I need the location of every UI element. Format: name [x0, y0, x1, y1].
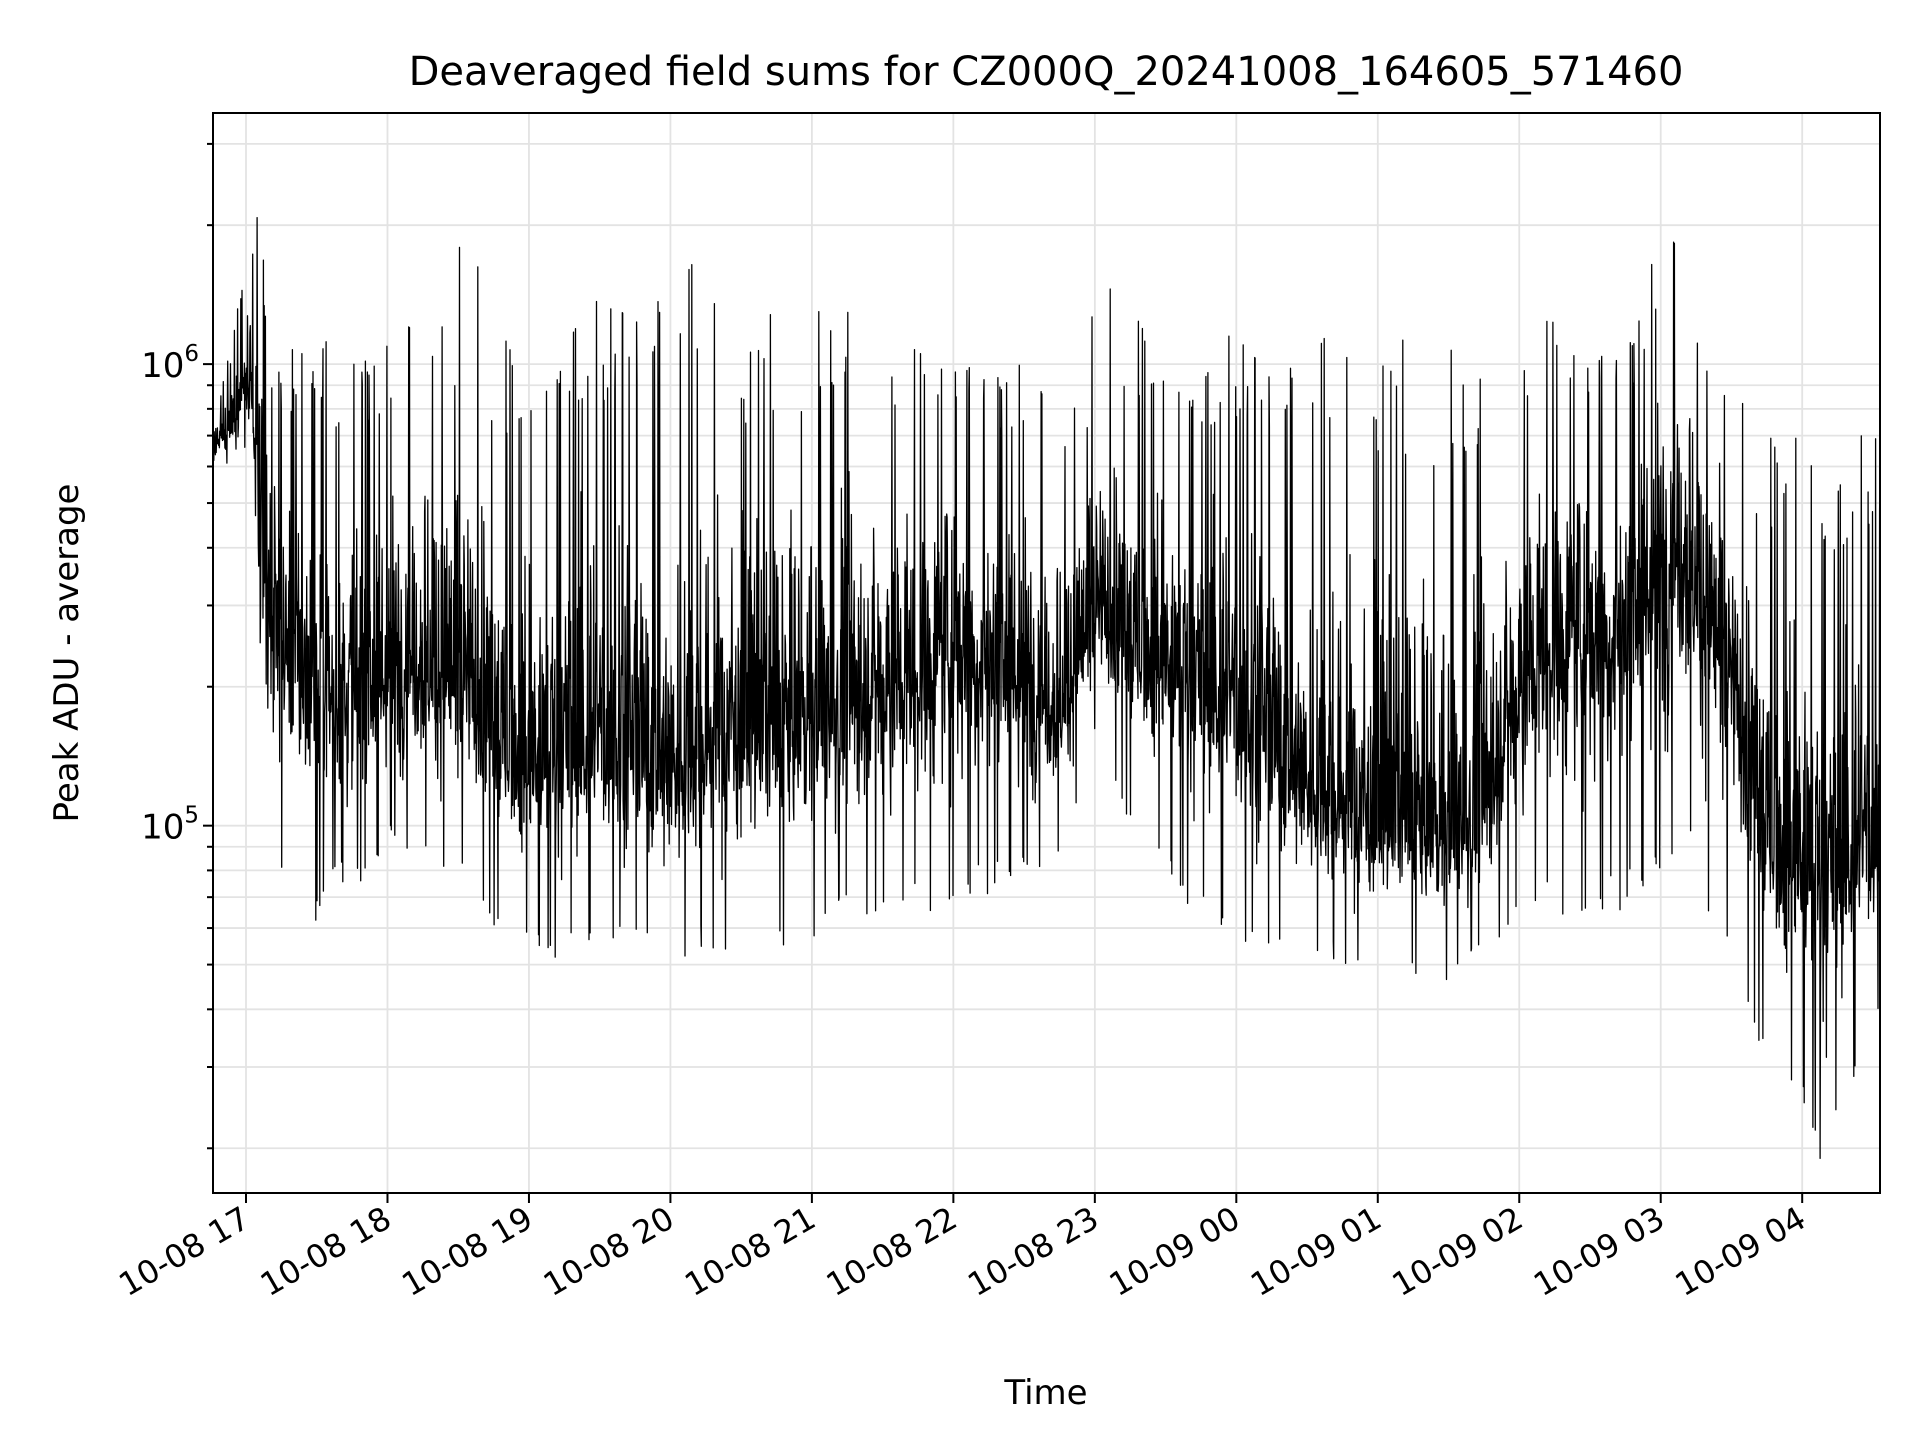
plot-frame — [212, 112, 1881, 1194]
y-tick-label: 105 — [141, 803, 199, 848]
series-line — [212, 216, 1881, 1160]
chart-title: Deaveraged field sums for CZ000Q_2024100… — [409, 49, 1684, 95]
y-tick-label: 106 — [141, 341, 199, 386]
y-axis-label: Peak ADU - average — [47, 484, 87, 823]
x-axis-label: Time — [1003, 1373, 1087, 1413]
series-layer — [212, 216, 1881, 1160]
